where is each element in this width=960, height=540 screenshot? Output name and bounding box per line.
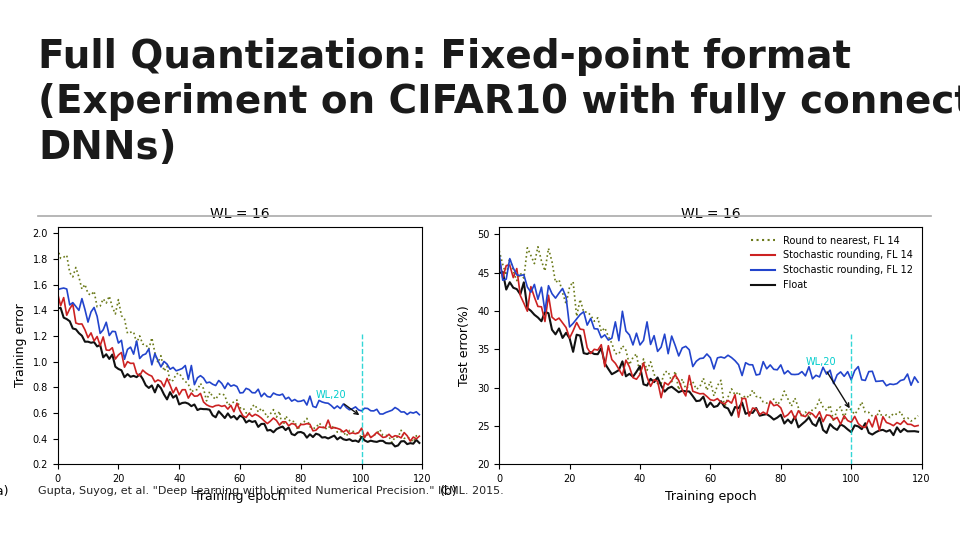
Y-axis label: Training error: Training error: [14, 303, 27, 388]
Text: (a): (a): [0, 485, 10, 498]
Text: 45: 45: [917, 520, 931, 530]
X-axis label: Training epoch: Training epoch: [194, 490, 286, 503]
Y-axis label: Test error(%): Test error(%): [459, 305, 471, 386]
Legend: Round to nearest, FL 14, Stochastic rounding, FL 14, Stochastic rounding, FL 12,: Round to nearest, FL 14, Stochastic roun…: [747, 232, 917, 294]
Title: WL = 16: WL = 16: [681, 207, 740, 221]
Text: Full Quantization: Fixed-point format
(Experiment on CIFAR10 with fully connecte: Full Quantization: Fixed-point format (E…: [38, 38, 960, 167]
Text: NETWORK COMPRESSION AND SPEEDUP: NETWORK COMPRESSION AND SPEEDUP: [395, 521, 565, 530]
Title: WL = 16: WL = 16: [210, 207, 270, 221]
Text: (b): (b): [440, 485, 458, 498]
X-axis label: Training epoch: Training epoch: [664, 490, 756, 503]
Text: WL,20: WL,20: [316, 390, 358, 414]
Text: WL,20: WL,20: [805, 357, 849, 407]
Text: Gupta, Suyog, et al. "Deep Learning with Limited Numerical Precision." ICML. 201: Gupta, Suyog, et al. "Deep Learning with…: [38, 486, 504, 496]
